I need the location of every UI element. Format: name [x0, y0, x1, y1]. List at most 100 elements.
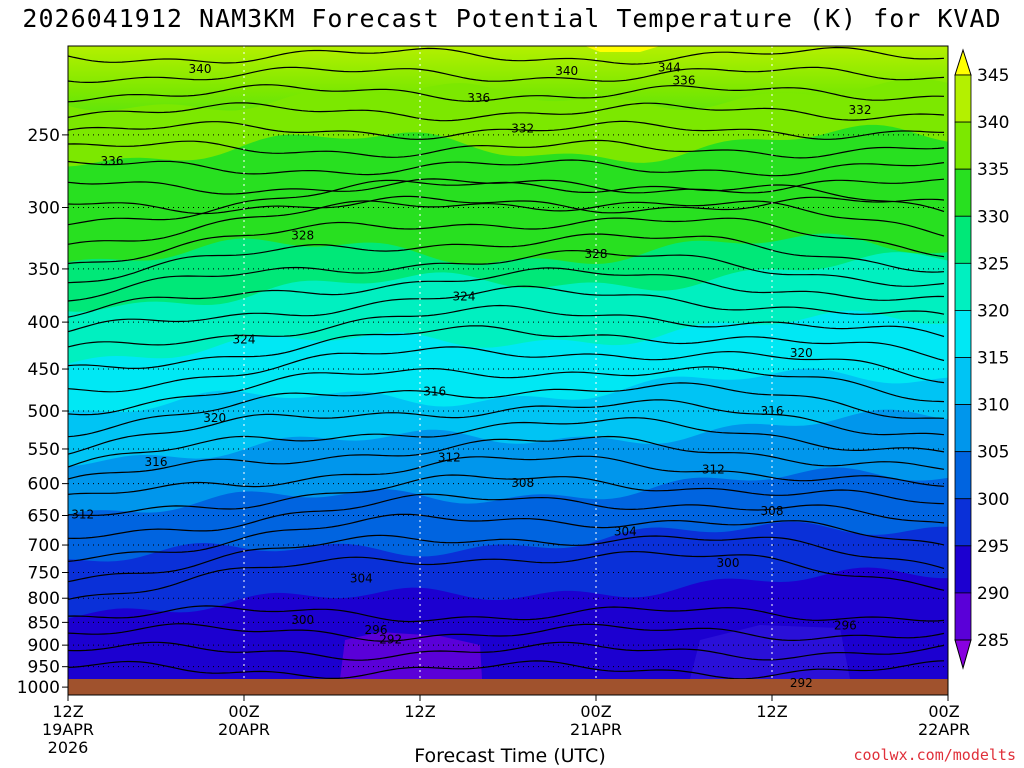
contour-line [67, 84, 945, 103]
contour-line [67, 179, 945, 226]
contour-label: 304 [350, 571, 373, 585]
contour-line [67, 346, 945, 393]
plot-frame [67, 45, 949, 696]
contour-label: 332 [849, 103, 872, 117]
contour-label: 340 [189, 62, 212, 76]
y-tick-label: 1000 [17, 678, 60, 698]
warm-pocket [585, 46, 660, 52]
x-axis-label: Forecast Time (UTC) [414, 745, 606, 767]
contour-line [67, 139, 945, 159]
y-axis: 250 300 350 400 450 500 550 600 650 700 750 800 850 9… [17, 126, 68, 698]
contour-line [67, 46, 945, 65]
contour-line [67, 233, 945, 284]
y-tick-label: 550 [28, 440, 60, 460]
contour-line [67, 417, 945, 468]
colorbar-segment [954, 592, 972, 641]
contour-label: 300 [717, 556, 740, 570]
contour-label: 312 [702, 462, 725, 476]
contour-line [67, 159, 945, 177]
contour-label: 312 [71, 507, 94, 521]
contour-line [67, 455, 945, 495]
contour-line [67, 285, 945, 333]
contour-line [67, 267, 945, 318]
colorbar-label: 310 [977, 396, 1009, 416]
y-tick-label: 450 [28, 360, 60, 380]
colorbar-segment [954, 357, 972, 405]
contour-line [67, 304, 945, 348]
contour-label: 316 [145, 455, 168, 469]
contour-label: 328 [585, 247, 608, 261]
contour-label: 328 [291, 229, 314, 243]
x-tick-label: 20APR [218, 720, 270, 739]
contour-label: 304 [614, 525, 637, 539]
x-tick-label: 22APR [918, 720, 970, 739]
chart-title: 2026041912 NAM3KM Forecast Potential Tem… [22, 4, 1002, 33]
contour-label: 300 [291, 613, 314, 627]
contour-line [67, 217, 945, 265]
grid-lines [68, 46, 948, 695]
contour-line [67, 195, 945, 215]
contour-line [67, 474, 945, 517]
colorbar-label: 330 [977, 207, 1009, 227]
contour-label: 296 [834, 619, 857, 633]
contour-lines [67, 46, 945, 680]
colorbar-label: 320 [977, 301, 1009, 321]
x-tick-label: 19APR [42, 720, 94, 739]
x-tick-label: 00Z [580, 702, 611, 721]
colorbar-segment [954, 168, 972, 217]
y-tick-label: 600 [28, 475, 60, 495]
contour-label: 320 [790, 346, 813, 360]
contour-line [67, 660, 945, 680]
y-tick-label: 500 [28, 402, 60, 422]
colorbar-label: 340 [977, 113, 1009, 133]
colorbar-segment [954, 545, 972, 594]
credit-link[interactable]: coolwx.com/modelts [853, 746, 1016, 764]
contour-line [67, 200, 945, 245]
colorbar-label: 315 [977, 349, 1009, 369]
colorbar-segment [954, 451, 972, 500]
contour-line [67, 366, 945, 416]
x-tick-label: 00Z [228, 702, 259, 721]
contour-line [67, 102, 945, 122]
colorbar-label: 335 [977, 160, 1009, 180]
colorbar-label: 290 [977, 584, 1009, 604]
colorbar-segment [954, 310, 972, 358]
colorbar-label: 300 [977, 490, 1009, 510]
contour-line [67, 623, 945, 642]
contour-label: 324 [233, 333, 256, 347]
contour-label: 332 [511, 121, 534, 135]
contour-line [67, 550, 945, 600]
contour-label: 320 [203, 411, 226, 425]
colorbar-segment [954, 121, 972, 170]
contour-label: 344 [658, 60, 681, 74]
colorbar-label: 325 [977, 254, 1009, 274]
x-tick-label: 2026 [48, 738, 89, 757]
contour-label: 292 [379, 632, 402, 646]
colorbar-segment [954, 262, 972, 311]
color-bands [68, 46, 948, 696]
contour-label: 308 [761, 504, 784, 518]
y-tick-label: 350 [28, 260, 60, 280]
ground-bar [68, 679, 948, 695]
y-tick-label: 700 [28, 536, 60, 556]
colorbar-segment [954, 215, 972, 264]
x-tick-label: 12Z [404, 702, 435, 721]
y-tick-label: 750 [28, 564, 60, 584]
contour-label: 340 [555, 64, 578, 78]
colorbar-segment [954, 404, 972, 453]
colorbar-label: 305 [977, 443, 1009, 463]
x-tick-label: 12Z [52, 702, 83, 721]
cold-pocket [340, 632, 482, 679]
contour-line [67, 493, 945, 540]
y-tick-label: 400 [28, 313, 60, 333]
contour-label: 336 [101, 154, 124, 168]
colorbar-bottom-arrow [954, 639, 972, 670]
colorbar-segment [954, 74, 972, 123]
colorbar: 345 340 335 330 325 320 315 310 305 300 295 290 285 [954, 48, 1009, 670]
x-tick-label: 21APR [570, 720, 622, 739]
contour-label: 336 [467, 91, 490, 105]
colorbar-label: 285 [977, 631, 1009, 651]
contour-line [67, 66, 945, 83]
